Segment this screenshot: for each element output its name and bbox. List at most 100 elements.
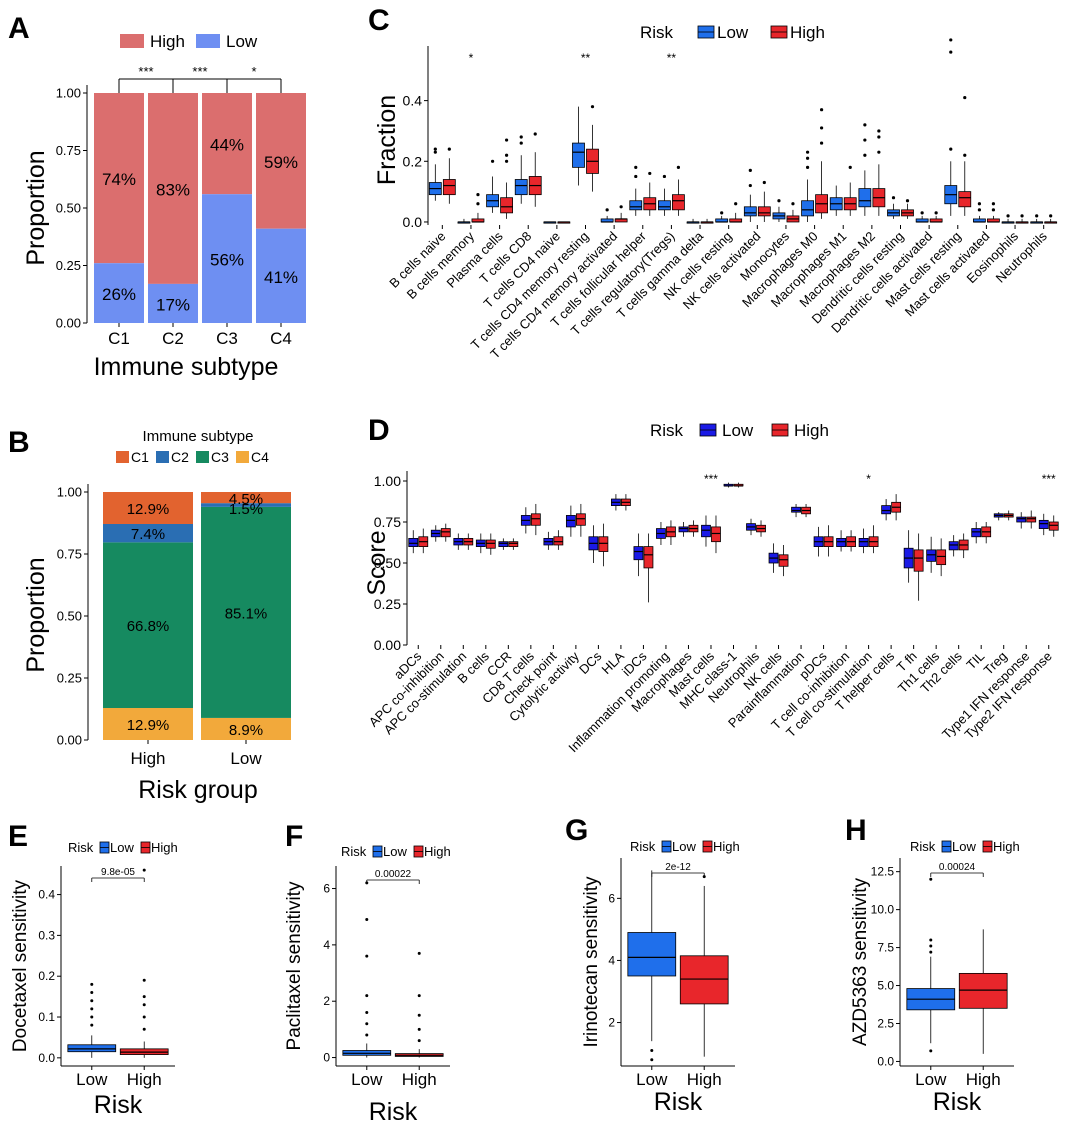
box-low-outlier [748, 183, 752, 188]
legend-high-label: High [151, 840, 178, 855]
box-low [743, 206, 757, 217]
y-tick-label: 0.1 [38, 1010, 55, 1024]
box-low [926, 549, 937, 562]
box-low-outlier [929, 877, 933, 881]
legend-title: Risk [640, 23, 674, 42]
box-low [971, 528, 982, 538]
x-tick-label: High [131, 749, 166, 768]
b-y-tick-label: 0.00 [57, 733, 82, 748]
x-tick-label: Low [76, 1070, 108, 1089]
box-high-outlier [848, 165, 852, 169]
y-tick-label: 7.5 [877, 941, 894, 955]
box-high [553, 536, 564, 546]
box-high-outlier [791, 202, 795, 206]
box-low [948, 541, 959, 551]
y-axis-title: Docetaxel sensitivity [10, 879, 31, 1052]
panel-f: F Risk Low High 0.00022 0 2 4 6 Low High Risk Pacli… [284, 820, 451, 1126]
panel-letter-e: E [8, 820, 28, 853]
box-low-outlier [929, 944, 933, 948]
a-y-tick-label: 0.75 [56, 143, 81, 158]
legend-low-label: Low [672, 839, 696, 854]
panel-letter-h: H [845, 814, 867, 847]
box-low-outlier [777, 199, 781, 203]
box-low-outlier [634, 165, 638, 169]
y-tick-label: 0.4 [38, 888, 55, 902]
bar-C4-Low [201, 717, 291, 740]
box-high-outlier [142, 868, 146, 872]
box-low-outlier [90, 1015, 94, 1019]
legend-low-label: Low [383, 844, 407, 859]
legend-low-label: Low [722, 421, 754, 440]
y-tick-label: 0.0 [877, 1054, 894, 1068]
y-tick-label: 6 [323, 882, 330, 896]
y-axis-title: Irinotecan sensitivity [581, 876, 602, 1048]
panel-b: B Immune subtype C1 C2 C3 C4 12.9% 66.8% 7.4% 12… [8, 426, 291, 804]
box-high-outlier [142, 1003, 146, 1007]
data-label-high: 83% [156, 180, 190, 199]
a-y-tick-label: 0.50 [56, 201, 81, 216]
legend-high-label: High [150, 32, 185, 51]
box-high-outlier [734, 202, 738, 206]
box-low [701, 524, 711, 538]
y-tick-label: 0.0 [38, 1051, 55, 1065]
sig-label: ** [581, 51, 591, 65]
a-y-tick-label: 1.00 [56, 86, 81, 101]
legend-title: Risk [341, 844, 367, 859]
box-low [658, 200, 671, 211]
x-axis-title: Risk [369, 1098, 418, 1126]
x-axis-title: Risk [654, 1088, 703, 1116]
box-high [500, 197, 513, 214]
data-label-C2: 1.5% [229, 501, 263, 518]
box-low-outlier [634, 174, 638, 179]
box-low [858, 188, 872, 208]
legend-title: Risk [68, 840, 94, 855]
box-high-outlier [417, 951, 421, 955]
box-low [498, 541, 509, 547]
legend-high-swatch [120, 34, 144, 48]
box-high [958, 972, 1008, 1009]
box-low-outlier [1035, 214, 1039, 218]
box-high-outlier [417, 1013, 421, 1017]
bar-high-C1 [94, 93, 144, 264]
box-low-outlier [805, 150, 810, 154]
b-y-tick-label: 0.50 [57, 609, 82, 624]
box-low-outlier [490, 159, 495, 163]
y-axis-title: AZD5363 sensitivity [850, 878, 871, 1046]
d-y-tick-label: 0.00 [374, 637, 401, 653]
data-label-C3: 85.1% [225, 605, 268, 622]
box-low-outlier [90, 982, 94, 986]
sig-label: ** [667, 51, 677, 65]
bar-low-C1 [94, 263, 144, 323]
data-label-high: 44% [210, 136, 244, 155]
sig-label: * [251, 64, 256, 79]
bar-C3-High [103, 542, 193, 709]
bar-C4-High [103, 708, 193, 740]
box-high-outlier [417, 1027, 421, 1031]
box-low-outlier [650, 1048, 654, 1052]
legend-swatch-C4 [236, 451, 249, 463]
bar-C1-Low [201, 492, 291, 504]
legend-low-swatch [196, 34, 220, 48]
box-low [678, 526, 689, 533]
y-axis-title: Paclitaxel sensitivity [284, 881, 305, 1050]
box-high-outlier [1049, 214, 1053, 218]
legend-low-label: Low [717, 23, 749, 42]
box-low-outlier [863, 123, 867, 127]
y-axis-title: Proportion [22, 557, 50, 672]
box-high-outlier [877, 150, 881, 154]
box-high-outlier [963, 153, 967, 157]
box-high-outlier [142, 995, 146, 999]
b-y-tick-label: 1.00 [57, 485, 82, 500]
box-high-outlier [476, 202, 480, 206]
box-high-outlier [142, 1027, 146, 1031]
box-high-outlier [417, 1039, 421, 1043]
box-low-outlier [891, 196, 896, 200]
x-tick-label: Low [230, 749, 262, 768]
box-low-outlier [90, 999, 94, 1003]
panel-e: E Risk Low High 9.8e-05 0.0 0.1 0.2 0.3 0.4 Low Hi… [8, 820, 178, 1119]
x-tick-label: C1 [108, 329, 130, 348]
box-low [791, 506, 801, 513]
y-axis-title: Fraction [373, 95, 401, 185]
box-high [442, 179, 456, 196]
box-high-outlier [819, 108, 824, 112]
